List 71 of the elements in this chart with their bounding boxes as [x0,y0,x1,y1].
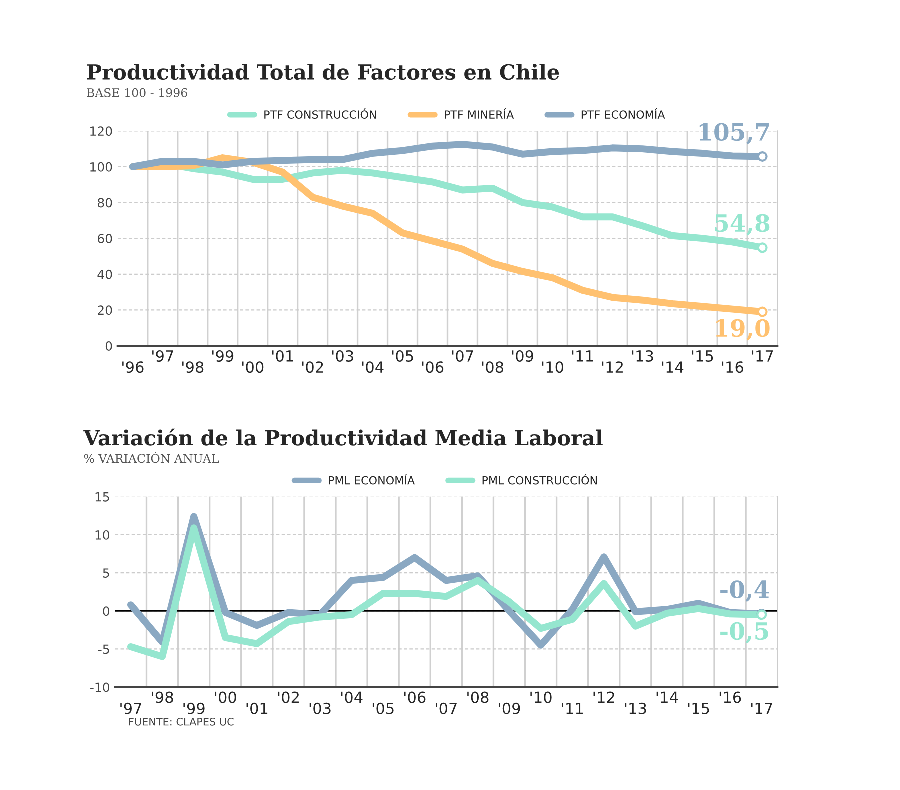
x-tick-label: '06 [422,362,444,374]
x-tick-label: '01 [246,702,268,714]
y-tick-label: -5 [98,644,110,654]
x-tick-label: '10 [542,362,564,374]
x-tick-label: '02 [302,362,324,374]
x-tick-label: '08 [468,692,489,704]
y-tick-label: 60 [98,234,112,244]
chart-title: Variación de la Productividad Media Laboral [84,428,603,446]
y-tick-label: 0 [103,606,110,616]
x-tick-label: '01 [272,350,294,362]
x-tick-label: '12 [602,362,623,373]
x-tick-label: '17 [751,703,772,714]
x-tick-label: '05 [392,350,414,362]
x-tick-label: '00 [215,692,236,704]
y-tick-label: 100 [90,162,112,172]
x-tick-label: '11 [572,350,594,362]
chart-subtitle: % VARIACIÓN ANUAL [84,452,219,464]
x-tick-label: '16 [722,362,744,374]
x-tick-label: '98 [182,362,204,374]
x-tick-label: '04 [341,692,363,704]
chart-subtitle: BASE 100 - 1996 [87,88,188,98]
x-tick-label: '13 [625,702,646,714]
x-tick-label: '03 [310,702,331,714]
x-tick-label: '14 [662,362,684,373]
x-tick-label: '06 [404,692,426,704]
chart-title: Productividad Total de Factores en Chile [87,64,560,80]
x-tick-label: '07 [436,702,457,714]
legend-label: PTF ECONOMÍA [582,108,666,119]
x-tick-label: '15 [688,703,710,714]
legend-label: PML ECONOMÍA [329,474,415,485]
x-tick-label: '02 [278,692,299,704]
x-tick-label: '08 [482,362,504,374]
legend-label: PTF CONSTRUCCIÓN [264,108,376,119]
annotation: -0,5 [720,622,768,644]
x-tick-label: '03 [332,350,354,362]
x-tick-label: '07 [452,350,474,362]
source-note: FUENTE: CLAPES UC [129,718,234,726]
legend-label: PML CONSTRUCCIÓN [482,474,598,485]
annotation: 54,8 [715,214,770,236]
y-tick-label: 0 [106,341,112,351]
x-tick-label: '10 [530,692,552,704]
x-tick-label: '97 [152,350,174,362]
x-tick-label: '17 [752,350,774,362]
x-tick-label: '14 [656,692,678,704]
x-tick-label: '13 [632,350,654,362]
x-tick-label: '04 [362,362,384,374]
y-tick-label: 10 [96,530,110,540]
x-tick-label: '98 [152,692,174,704]
y-tick-label: 80 [98,198,112,208]
annotation: -0,4 [720,580,770,602]
x-tick-label: '15 [692,350,714,362]
y-tick-label: 120 [90,126,112,136]
y-tick-label: 5 [103,568,110,578]
y-tick-label: 15 [96,492,110,502]
annotation: 19,0 [716,319,770,341]
x-tick-label: '09 [512,350,534,362]
x-tick-label: '12 [594,692,614,704]
x-tick-label: '05 [372,702,394,714]
x-tick-label: '99 [184,702,205,714]
x-tick-label: '00 [242,362,264,374]
x-tick-label: '11 [562,703,583,714]
x-tick-label: '09 [499,702,520,714]
x-tick-label: '96 [122,362,144,374]
y-tick-label: 20 [98,306,112,316]
x-tick-label: '16 [720,692,742,704]
x-tick-label: '97 [120,702,142,714]
y-tick-label: 40 [98,270,112,280]
annotation: 105,7 [700,123,769,145]
y-tick-label: -10 [90,682,110,692]
legend-label: PTF MINERÍA [445,108,514,119]
x-tick-label: '99 [212,350,234,362]
